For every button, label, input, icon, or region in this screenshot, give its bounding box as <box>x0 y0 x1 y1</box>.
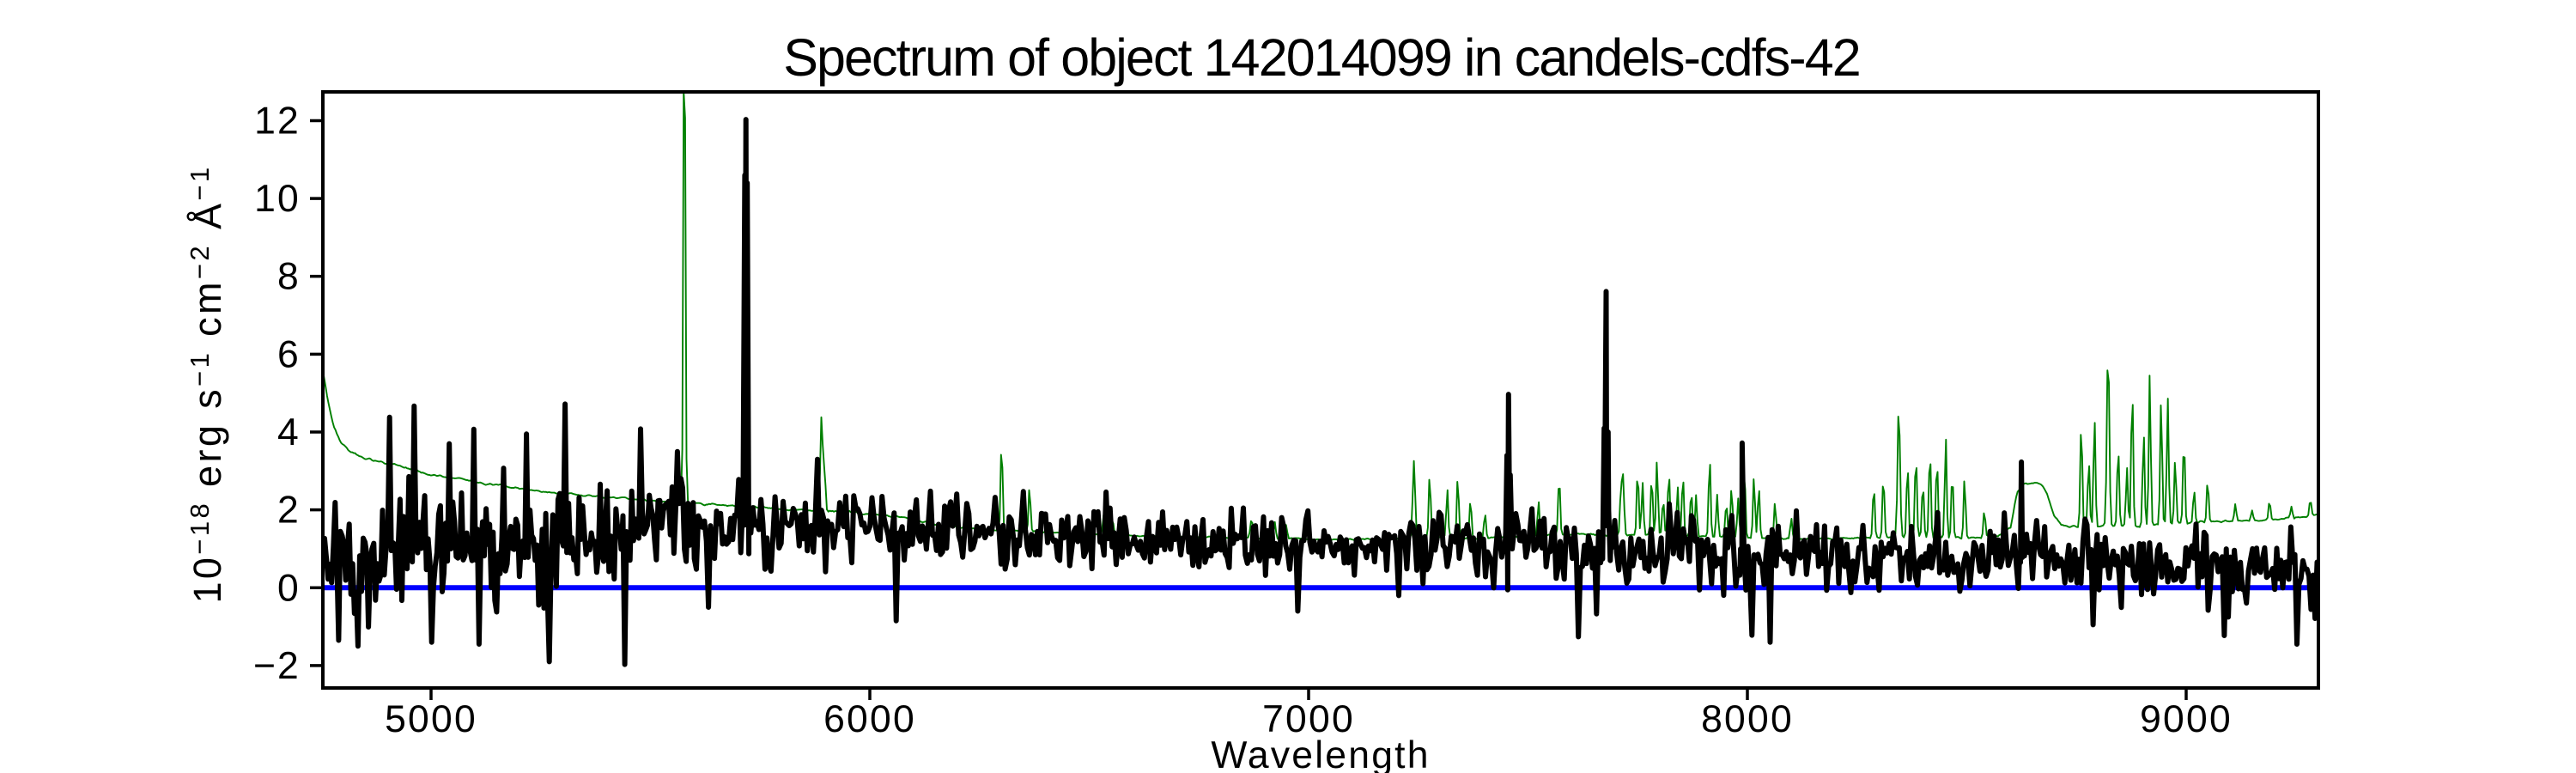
svg-text:9000: 9000 <box>2140 698 2233 740</box>
svg-text:10: 10 <box>254 178 301 220</box>
svg-text:5000: 5000 <box>385 698 477 740</box>
svg-text:Spectrum of object 142014099 i: Spectrum of object 142014099 in candels-… <box>783 28 1860 87</box>
svg-text:2: 2 <box>277 490 301 532</box>
svg-text:4: 4 <box>277 411 301 453</box>
svg-text:6: 6 <box>277 333 301 375</box>
svg-text:6000: 6000 <box>823 698 916 740</box>
svg-text:−2: −2 <box>253 645 301 687</box>
svg-text:8000: 8000 <box>1701 698 1794 740</box>
svg-text:8: 8 <box>277 256 301 298</box>
svg-text:7000: 7000 <box>1262 698 1355 740</box>
svg-text:Wavelength: Wavelength <box>1211 734 1430 773</box>
svg-text:12: 12 <box>254 100 301 143</box>
svg-text:0: 0 <box>277 567 301 609</box>
